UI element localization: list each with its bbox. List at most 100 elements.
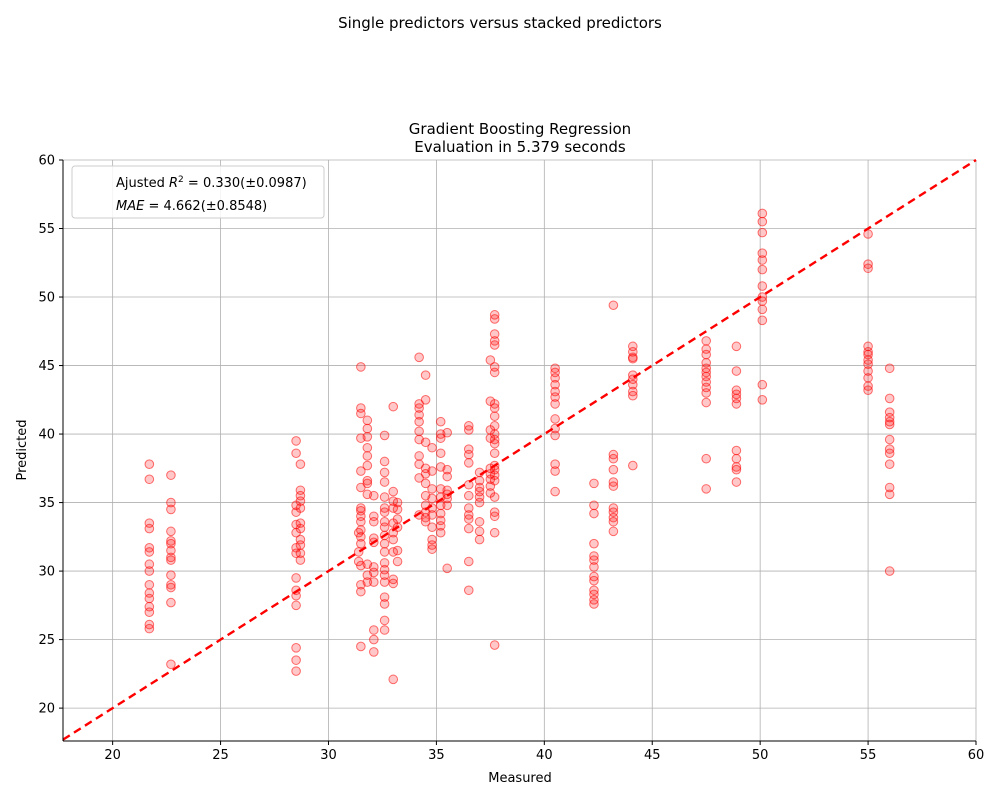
y-tick-label: 30 [38, 565, 55, 580]
data-point [369, 647, 379, 657]
data-point [414, 352, 424, 363]
data-point [362, 478, 373, 489]
data-point [166, 579, 176, 590]
y-axis-label: Predicted [15, 419, 30, 480]
data-point [435, 515, 446, 526]
data-point [435, 508, 446, 519]
data-point [589, 538, 599, 549]
data-point [489, 314, 500, 324]
data-point [757, 304, 768, 315]
data-point [379, 564, 390, 575]
data-point [362, 415, 373, 426]
data-point [144, 566, 155, 576]
data-point [295, 534, 306, 545]
data-point [628, 353, 638, 364]
data-point [550, 373, 560, 383]
data-point [166, 582, 176, 593]
data-point [144, 523, 155, 534]
data-point [863, 373, 873, 383]
data-point [884, 482, 895, 493]
data-point [489, 470, 500, 480]
y-tick-label: 55 [38, 222, 55, 237]
data-point [356, 532, 366, 542]
data-point [427, 544, 437, 554]
data-point [166, 659, 176, 670]
x-tick-label: 25 [212, 748, 229, 763]
data-point [379, 547, 390, 557]
data-point [628, 390, 638, 401]
data-point [757, 315, 768, 326]
data-point [388, 578, 399, 589]
data-point [144, 559, 155, 570]
data-point [757, 227, 768, 238]
data-point [379, 477, 390, 487]
chart-title-line2: Evaluation in 5.379 seconds [414, 138, 626, 156]
data-point [463, 458, 474, 468]
data-point [144, 518, 155, 528]
data-point [295, 548, 306, 559]
data-point [442, 471, 452, 482]
legend: Ajusted R2 = 0.330(±0.0987) MAE = 4.662(… [71, 165, 325, 219]
data-point [474, 526, 485, 537]
data-point [701, 358, 712, 368]
data-point [489, 448, 500, 459]
data-point [489, 340, 500, 350]
x-ticks: 20 25 30 35 40 45 50 55 60 [104, 741, 984, 763]
data-point [356, 538, 366, 549]
data-point [463, 425, 474, 435]
data-point [420, 370, 431, 380]
scatter-points [144, 208, 895, 685]
data-point [144, 547, 155, 557]
data-point [388, 534, 399, 545]
y-tick-label: 25 [38, 633, 55, 648]
data-point [388, 486, 399, 497]
data-point [701, 382, 712, 393]
data-point [166, 497, 176, 508]
data-point [379, 456, 390, 467]
data-point [701, 377, 712, 387]
data-point [356, 511, 366, 522]
data-point [884, 407, 895, 417]
data-point [863, 366, 873, 376]
data-point [550, 466, 560, 476]
data-point [701, 371, 712, 382]
data-point [295, 518, 306, 528]
data-point [463, 479, 474, 490]
data-point [463, 449, 474, 460]
data-point [166, 597, 176, 608]
data-point [362, 451, 373, 461]
data-point [379, 599, 390, 609]
axes: 20 25 30 35 40 45 50 55 60 20 25 30 35 40 45 50 55 60 [38, 154, 984, 764]
data-point [369, 562, 379, 572]
data-point [144, 459, 155, 470]
data-point [489, 362, 500, 372]
data-point [757, 216, 768, 227]
data-point [414, 416, 424, 427]
data-point [356, 525, 366, 535]
data-point [489, 640, 500, 650]
data-point [474, 534, 485, 545]
data-point [379, 577, 390, 587]
data-point [489, 411, 500, 422]
data-point [379, 522, 390, 533]
data-point [291, 666, 301, 676]
data-point [379, 430, 390, 441]
data-point [144, 588, 155, 598]
data-point [884, 363, 895, 374]
data-point [295, 503, 306, 513]
data-point [731, 366, 742, 376]
data-point [884, 419, 895, 430]
data-point [589, 500, 599, 511]
data-point [863, 385, 873, 396]
data-point [608, 453, 619, 464]
data-point [463, 523, 474, 534]
data-point [485, 355, 496, 365]
data-point [362, 475, 373, 486]
data-point [550, 486, 560, 497]
data-point [427, 484, 437, 494]
data-point [295, 490, 306, 501]
x-tick-label: 60 [968, 748, 985, 763]
grid [63, 159, 977, 741]
data-point [369, 634, 379, 645]
data-point [550, 386, 560, 397]
